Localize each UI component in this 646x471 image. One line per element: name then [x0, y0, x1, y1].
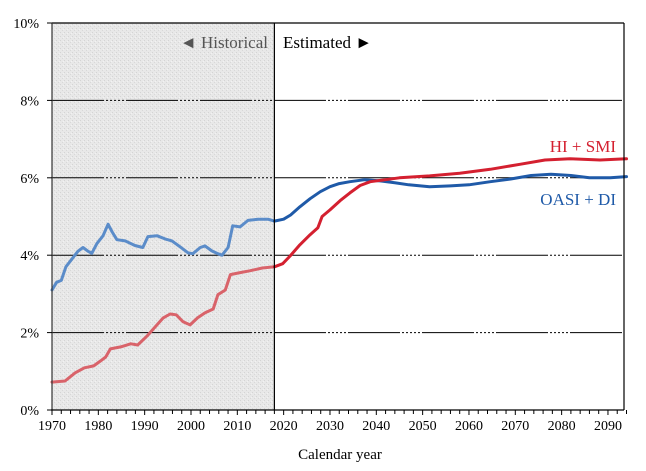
historical-annotation: ◄ Historical	[180, 33, 268, 52]
x-tick-label: 2050	[409, 419, 437, 434]
historical-shaded-region	[52, 23, 275, 410]
legend-oasi-di: OASI + DI	[540, 190, 616, 209]
y-tick-label: 10%	[13, 17, 39, 32]
y-tick-label: 6%	[20, 172, 39, 187]
y-tick-label: 0%	[20, 404, 39, 419]
x-tick-label: 2090	[594, 419, 622, 434]
x-tick-label: 2030	[316, 419, 344, 434]
x-tick-label: 1980	[84, 419, 112, 434]
x-tick-label: 1970	[38, 419, 66, 434]
x-tick-label: 2000	[177, 419, 205, 434]
legend-hi-smi: HI + SMI	[550, 137, 617, 156]
estimated-annotation: Estimated ►	[283, 33, 372, 52]
x-tick-label: 2060	[455, 419, 483, 434]
y-tick-label: 8%	[20, 94, 39, 109]
oasi-di-estimated-line	[272, 172, 628, 223]
y-tick-label: 2%	[20, 327, 39, 342]
x-tick-label: 2070	[501, 419, 529, 434]
x-tick-label: 2040	[362, 419, 390, 434]
hi-smi-historical-line	[50, 265, 276, 384]
oasi-di-historical-line	[50, 217, 276, 292]
y-tick-label: 4%	[20, 249, 39, 264]
x-tick-label: 1990	[131, 419, 159, 434]
x-tick-label: 2010	[223, 419, 251, 434]
x-axis-title: Calendar year	[298, 447, 382, 463]
hi-smi-estimated-line	[272, 157, 628, 269]
x-tick-label: 2080	[548, 419, 576, 434]
x-tick-label: 2020	[270, 419, 298, 434]
